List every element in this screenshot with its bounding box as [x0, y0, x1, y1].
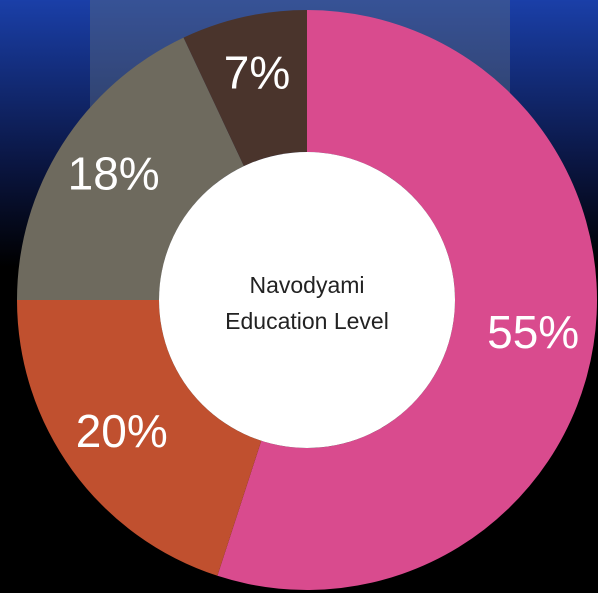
- value-label: 7%: [224, 47, 290, 99]
- donut-slice: [217, 10, 597, 590]
- donut-hole: [159, 152, 455, 448]
- donut-slice: [17, 37, 244, 300]
- donut: [17, 10, 597, 590]
- value-label: 20%: [76, 405, 168, 457]
- center-label: Education Level: [225, 308, 389, 334]
- value-label: 55%: [487, 306, 579, 358]
- donut-slice: [183, 10, 307, 167]
- value-label: 18%: [68, 147, 160, 199]
- center-label: Navodyami: [249, 272, 364, 298]
- donut-slice: [17, 300, 262, 576]
